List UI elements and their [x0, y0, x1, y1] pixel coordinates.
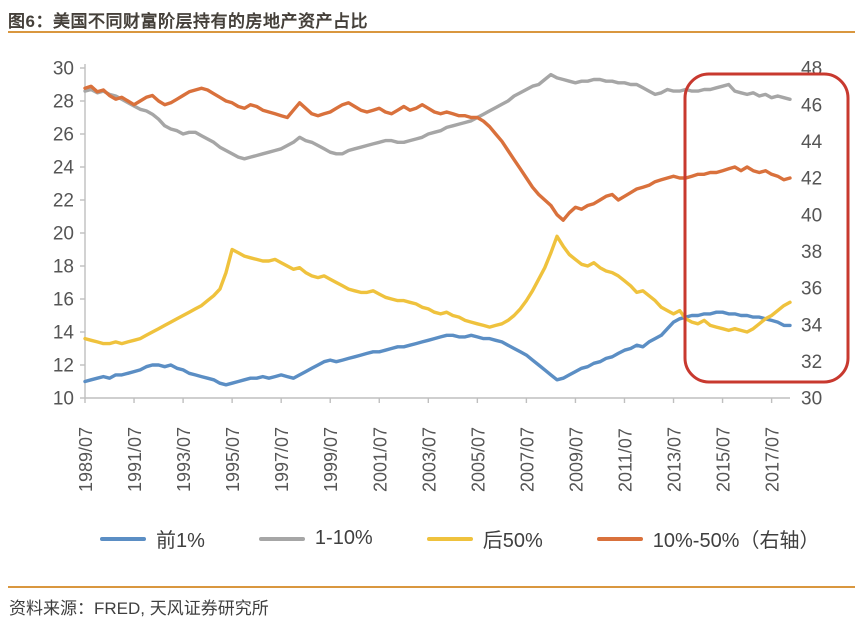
y-left-tick-label: 30 — [53, 59, 74, 80]
x-tick-label: 1997/07 — [272, 427, 292, 492]
legend-swatch — [596, 536, 643, 541]
y-left-tick-label: 24 — [53, 158, 75, 179]
x-tick-label: 1989/07 — [76, 427, 96, 492]
y-left-tick-label: 22 — [53, 191, 74, 212]
y-right-tick-label: 44 — [801, 132, 823, 153]
chart-svg: 30 28 26 24 22 20 18 16 14 12 10 48 46 44 42 40 38 36 34 32… — [53, 59, 850, 492]
y-right-tick-label: 34 — [801, 315, 823, 336]
x-tick-label: 1993/07 — [174, 427, 194, 492]
legend-swatch — [258, 536, 305, 541]
x-tick-label: 2011/07 — [615, 428, 635, 492]
legend-swatch — [100, 536, 146, 541]
legend-label: 前1% — [156, 530, 205, 552]
legend-label: 1-10% — [314, 527, 373, 549]
series-line-p10to50 — [83, 84, 792, 222]
legend-item-1: 1-10% — [258, 527, 373, 550]
x-tick-label: 2009/07 — [566, 427, 586, 492]
y-left-tick-label: 16 — [53, 290, 74, 311]
y-right-tick-label: 36 — [801, 279, 822, 300]
y-right-tick-label: 30 — [801, 389, 822, 410]
y-right-tick-label: 42 — [801, 169, 822, 190]
y-right-tick-label: 40 — [801, 205, 822, 226]
series-line-bottom50 — [83, 234, 792, 346]
y-left-tick-label: 14 — [53, 323, 75, 344]
title-underline — [8, 31, 855, 33]
y-right-tick-label: 48 — [801, 59, 822, 80]
series-line-top1 — [83, 310, 792, 387]
x-tick-label: 2013/07 — [665, 427, 685, 492]
y-left-tick-label: 26 — [53, 125, 74, 146]
y-left-tick-label: 10 — [53, 389, 74, 410]
figure-title: 图6：美国不同财富阶层持有的房地产资产占比 — [8, 12, 368, 31]
x-tick-label: 2017/07 — [763, 427, 783, 492]
y-left-tick-label: 28 — [53, 92, 74, 113]
x-tick-label: 2003/07 — [419, 427, 439, 492]
y-right-tick-label: 46 — [801, 95, 822, 116]
source-text: 资料来源：FRED, 天风证券研究所 — [9, 599, 269, 618]
x-tick-label: 2007/07 — [517, 427, 537, 492]
legend-item-3: 10%-50%（右轴） — [596, 524, 820, 553]
chart-legend: 前1% 1-10% 后50% 10%-50%（右轴） — [100, 524, 819, 553]
x-tick-label: 1999/07 — [321, 427, 341, 492]
legend-label: 后50% — [482, 530, 543, 552]
x-tick-label: 1991/07 — [125, 427, 145, 492]
legend-item-0: 前1% — [100, 524, 205, 553]
x-tick-label: 2001/07 — [370, 427, 390, 492]
y-right-tick-label: 38 — [801, 242, 822, 263]
x-tick-label: 2015/07 — [714, 427, 734, 492]
annotation-highlight-box — [683, 72, 850, 384]
series-line-p1to10 — [83, 72, 792, 161]
y-left-tick-label: 12 — [53, 356, 74, 377]
x-tick-label: 1995/07 — [223, 427, 243, 492]
legend-swatch — [426, 536, 473, 541]
x-tick-label: 2005/07 — [468, 427, 488, 492]
y-right-tick-label: 32 — [801, 352, 822, 373]
source-divider — [8, 586, 855, 588]
y-left-tick-label: 20 — [53, 224, 74, 245]
legend-label: 10%-50%（右轴） — [652, 530, 820, 552]
legend-item-2: 后50% — [426, 524, 543, 553]
y-left-tick-label: 18 — [53, 257, 74, 278]
